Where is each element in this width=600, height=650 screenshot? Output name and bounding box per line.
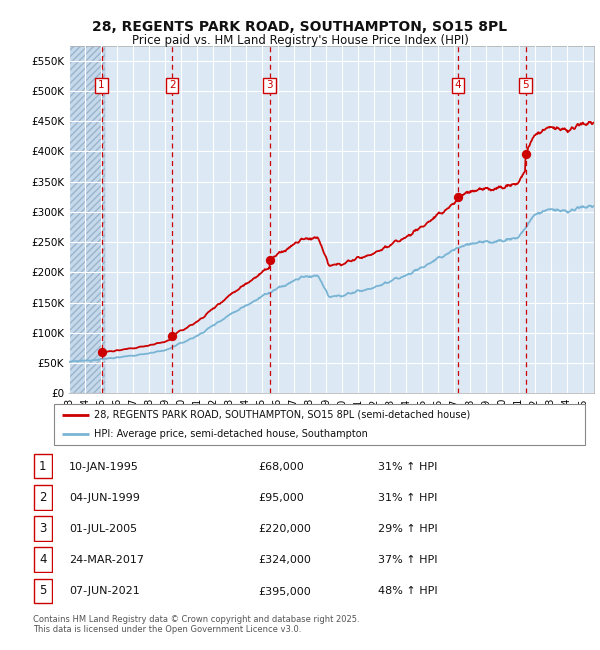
Point — [97, 347, 106, 358]
Text: 37% ↑ HPI: 37% ↑ HPI — [378, 555, 437, 566]
Bar — [69, 46, 105, 393]
Text: Contains HM Land Registry data © Crown copyright and database right 2025.
This d: Contains HM Land Registry data © Crown c… — [33, 615, 359, 634]
Point — [167, 331, 177, 341]
Text: 5: 5 — [522, 81, 529, 90]
Text: 2: 2 — [39, 491, 47, 504]
Text: 5: 5 — [39, 584, 47, 597]
Text: 4: 4 — [39, 553, 47, 566]
Text: 28, REGENTS PARK ROAD, SOUTHAMPTON, SO15 8PL (semi-detached house): 28, REGENTS PARK ROAD, SOUTHAMPTON, SO15… — [94, 410, 470, 420]
Point — [265, 255, 274, 265]
Point — [453, 192, 463, 203]
Text: 10-JAN-1995: 10-JAN-1995 — [69, 462, 139, 472]
Text: 3: 3 — [39, 522, 47, 535]
Text: 31% ↑ HPI: 31% ↑ HPI — [378, 493, 437, 503]
Text: 07-JUN-2021: 07-JUN-2021 — [69, 586, 140, 597]
Text: HPI: Average price, semi-detached house, Southampton: HPI: Average price, semi-detached house,… — [94, 430, 368, 439]
Text: 3: 3 — [266, 81, 273, 90]
Text: £395,000: £395,000 — [258, 586, 311, 597]
Text: 31% ↑ HPI: 31% ↑ HPI — [378, 462, 437, 472]
Text: Price paid vs. HM Land Registry's House Price Index (HPI): Price paid vs. HM Land Registry's House … — [131, 34, 469, 47]
Text: 04-JUN-1999: 04-JUN-1999 — [69, 493, 140, 503]
Text: £68,000: £68,000 — [258, 462, 304, 472]
Text: 1: 1 — [98, 81, 105, 90]
Text: 48% ↑ HPI: 48% ↑ HPI — [378, 586, 437, 597]
Text: £220,000: £220,000 — [258, 524, 311, 534]
FancyBboxPatch shape — [54, 404, 585, 445]
FancyBboxPatch shape — [34, 485, 52, 510]
FancyBboxPatch shape — [34, 547, 52, 572]
Point — [521, 149, 530, 159]
Text: 28, REGENTS PARK ROAD, SOUTHAMPTON, SO15 8PL: 28, REGENTS PARK ROAD, SOUTHAMPTON, SO15… — [92, 20, 508, 34]
Text: 29% ↑ HPI: 29% ↑ HPI — [378, 524, 437, 534]
Text: 4: 4 — [455, 81, 461, 90]
FancyBboxPatch shape — [34, 454, 52, 478]
Text: £324,000: £324,000 — [258, 555, 311, 566]
Text: 24-MAR-2017: 24-MAR-2017 — [69, 555, 144, 566]
Bar — [69, 46, 105, 393]
Text: 01-JUL-2005: 01-JUL-2005 — [69, 524, 137, 534]
FancyBboxPatch shape — [34, 578, 52, 603]
FancyBboxPatch shape — [34, 516, 52, 541]
Text: 2: 2 — [169, 81, 175, 90]
Text: £95,000: £95,000 — [258, 493, 304, 503]
Text: 1: 1 — [39, 460, 47, 473]
